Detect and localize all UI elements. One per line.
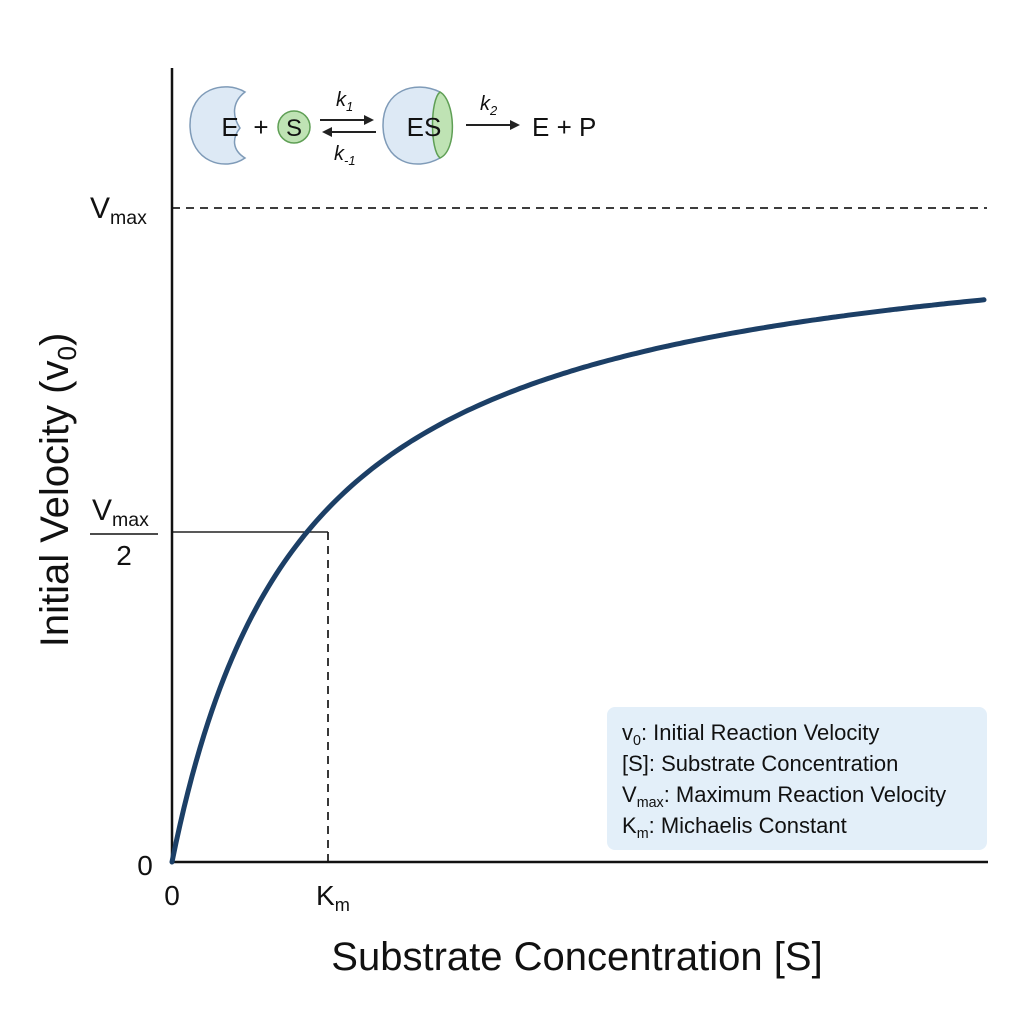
enzyme-label: E [221,112,238,142]
legend-subscript: m [637,826,649,842]
km-symbol: K [316,880,335,911]
rate-curve [169,297,987,865]
complex-label: ES [407,112,442,142]
legend-symbol: K [622,813,637,838]
complex-substrate [431,91,454,159]
km-label: Km [316,880,350,915]
rate-subscript: 1 [346,99,353,114]
enzyme-shape [189,86,247,165]
rate-k1: k1 [336,89,353,114]
legend-symbol: V [622,782,637,807]
legend-subscript: max [637,795,664,811]
legend-entry: Km: Michaelis Constant [622,813,847,842]
vmax-subscript: max [112,509,149,531]
arrow-head [364,115,374,125]
rate-symbol: k [336,89,347,111]
legend-subscript: 0 [633,733,641,749]
legend-entry: v0: Initial Reaction Velocity [622,720,879,749]
legend-box [607,707,987,850]
legend-text: : Michaelis Constant [649,813,847,838]
substrate-shape [277,110,311,144]
y-title-end: ) [33,333,77,346]
rate-k-minus1: k-1 [334,143,356,168]
reaction-scheme: E + S k1 k-1 ES k2 E + P [189,86,596,168]
rate-subscript: -1 [344,153,356,168]
rate-symbol: k [480,93,491,115]
legend-text: : Maximum Reaction Velocity [664,782,946,807]
km-subscript: m [335,895,350,915]
x-origin-label: 0 [164,880,180,911]
y-title-text: Initial Velocity (v [33,361,77,648]
vmax-subscript: max [110,207,147,229]
y-title-subscript: 0 [52,346,82,360]
half-vmax-denominator: 2 [116,540,132,571]
rate-k2: k2 [480,93,498,118]
rate-subscript: 2 [489,103,498,118]
half-vmax-numerator: Vmax [92,494,149,531]
rate-symbol: k [334,143,345,165]
legend-entry: [S]: Substrate Concentration [622,751,898,776]
plus-sign: + [253,112,268,142]
legend-entry: Vmax: Maximum Reaction Velocity [622,782,946,811]
legend: v0: Initial Reaction Velocity [S]: Subst… [607,707,987,850]
vmax-symbol: V [90,192,110,225]
x-axis-title: Substrate Concentration [S] [331,935,822,979]
y-axis-title: Initial Velocity (v0) [33,333,82,648]
vmax-label: Vmax [90,192,147,229]
legend-symbol: v [622,720,633,745]
legend-text: : Initial Reaction Velocity [641,720,879,745]
arrow-head [322,127,332,137]
complex-enzyme [382,86,441,165]
vmax-symbol: V [92,494,112,527]
products-label: E + P [532,112,596,142]
y-origin-label: 0 [137,850,153,881]
arrow-head [510,120,520,130]
substrate-label: S [286,115,302,142]
